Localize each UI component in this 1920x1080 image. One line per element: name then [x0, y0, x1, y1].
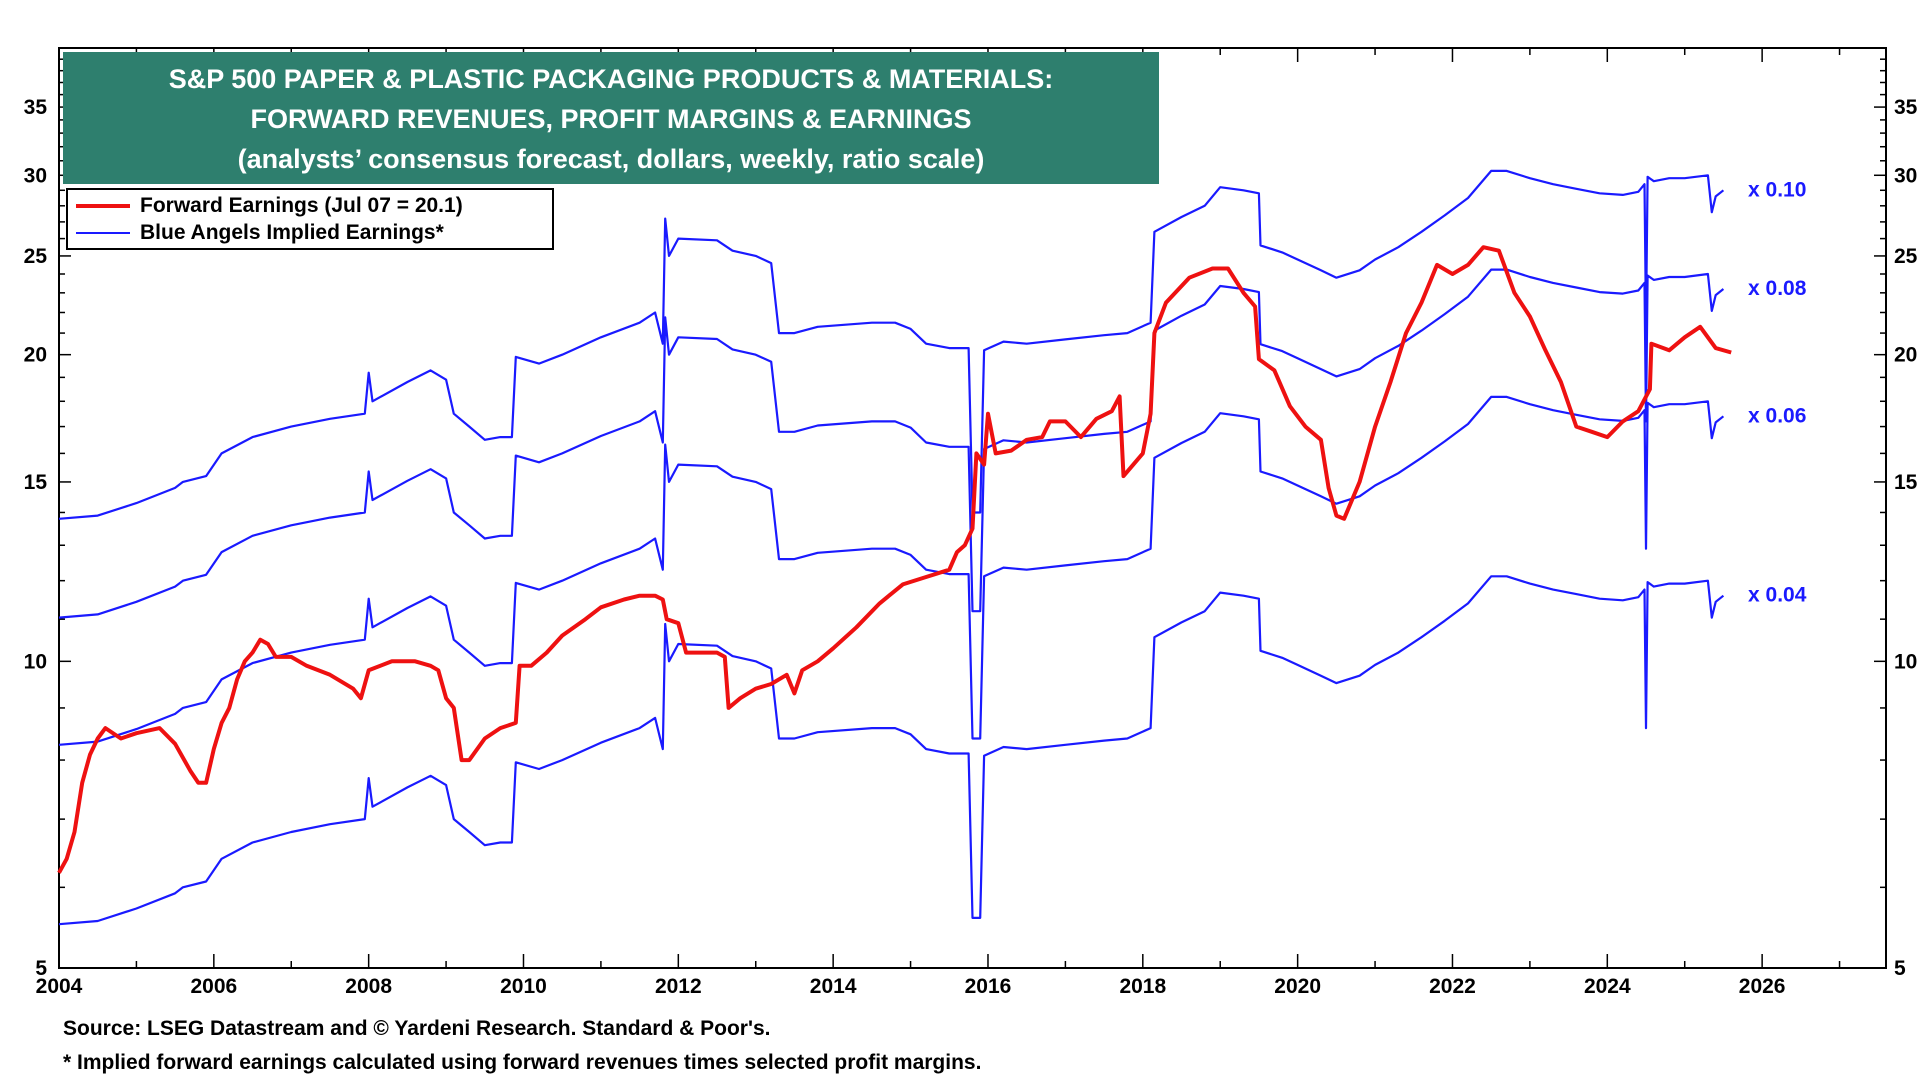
- chart-title: S&P 500 PAPER & PLASTIC PACKAGING PRODUC…: [63, 52, 1159, 184]
- multiplier-label: x 0.10: [1748, 178, 1806, 201]
- series-implied-earnings-line-4: [58, 575, 1725, 926]
- x-tick-label: 2026: [1739, 975, 1786, 998]
- legend-label-implied-earnings: Blue Angels Implied Earnings*: [140, 221, 444, 244]
- plot-area-border: [58, 47, 1887, 969]
- y-tick-label-left: 15: [24, 471, 48, 494]
- legend-label-forward-earnings: Forward Earnings (Jul 07 = 20.1): [140, 194, 463, 217]
- legend-swatch-blue: [76, 232, 130, 234]
- legend-item-implied-earnings: Blue Angels Implied Earnings*: [76, 220, 444, 246]
- x-tick-label: 2020: [1274, 975, 1321, 998]
- y-axis-ticks: 5 5 10 10 15 15 20 20 25 25 30 30 35 35: [24, 47, 1918, 980]
- x-tick-label: 2010: [500, 975, 547, 998]
- y-tick-label-left: 10: [24, 650, 47, 673]
- y-tick-label-right: 15: [1894, 471, 1918, 494]
- x-tick-label: 2006: [190, 975, 237, 998]
- footnote: * Implied forward earnings calculated us…: [63, 1051, 982, 1074]
- y-tick-label-right: 10: [1894, 650, 1917, 673]
- multiplier-label: x 0.08: [1748, 277, 1807, 300]
- x-tick-label: 2018: [1119, 975, 1166, 998]
- x-tick-label: 2024: [1584, 975, 1631, 998]
- title-line-1: S&P 500 PAPER & PLASTIC PACKAGING PRODUC…: [168, 64, 1054, 94]
- multiplier-label: x 0.04: [1748, 584, 1807, 607]
- series-implied-earnings-line-3: [58, 395, 1725, 746]
- x-tick-label: 2004: [36, 975, 83, 998]
- y-tick-label-right: 35: [1894, 96, 1918, 119]
- source-note: Source: LSEG Datastream and © Yardeni Re…: [63, 1017, 771, 1040]
- multiplier-labels: x 0.10 x 0.08 x 0.06 x 0.04: [1748, 178, 1807, 606]
- x-tick-label: 2008: [345, 975, 392, 998]
- x-tick-label: 2014: [810, 975, 857, 998]
- y-tick-label-left: 25: [24, 245, 48, 268]
- y-tick-label-right: 30: [1894, 164, 1917, 187]
- y-tick-label-left: 20: [24, 344, 47, 367]
- x-tick-label: 2022: [1429, 975, 1476, 998]
- series-layer: [57, 169, 1732, 926]
- legend: Forward Earnings (Jul 07 = 20.1) Blue An…: [66, 188, 554, 250]
- multiplier-label: x 0.06: [1748, 404, 1806, 427]
- title-line-2: FORWARD REVENUES, PROFIT MARGINS & EARNI…: [250, 104, 972, 134]
- x-tick-label: 2012: [655, 975, 702, 998]
- x-axis-ticks: 2004 2006 2008 2010 2012 2014 2016 2018 2020 2022…: [36, 48, 1841, 998]
- y-tick-label-right: 25: [1894, 245, 1918, 268]
- x-tick-label: 2016: [965, 975, 1012, 998]
- series-implied-earnings-line-2: [58, 268, 1725, 619]
- y-tick-label-left: 30: [24, 164, 47, 187]
- series-forward-earnings-line: [57, 245, 1732, 874]
- y-tick-label-left: 5: [35, 957, 47, 980]
- title-line-3: (analysts’ consensus forecast, dollars, …: [237, 144, 985, 174]
- y-tick-label-right: 20: [1894, 344, 1917, 367]
- legend-swatch-red: [76, 204, 130, 208]
- y-tick-label-left: 35: [24, 96, 48, 119]
- y-tick-label-right: 5: [1894, 957, 1906, 980]
- legend-item-forward-earnings: Forward Earnings (Jul 07 = 20.1): [76, 193, 463, 219]
